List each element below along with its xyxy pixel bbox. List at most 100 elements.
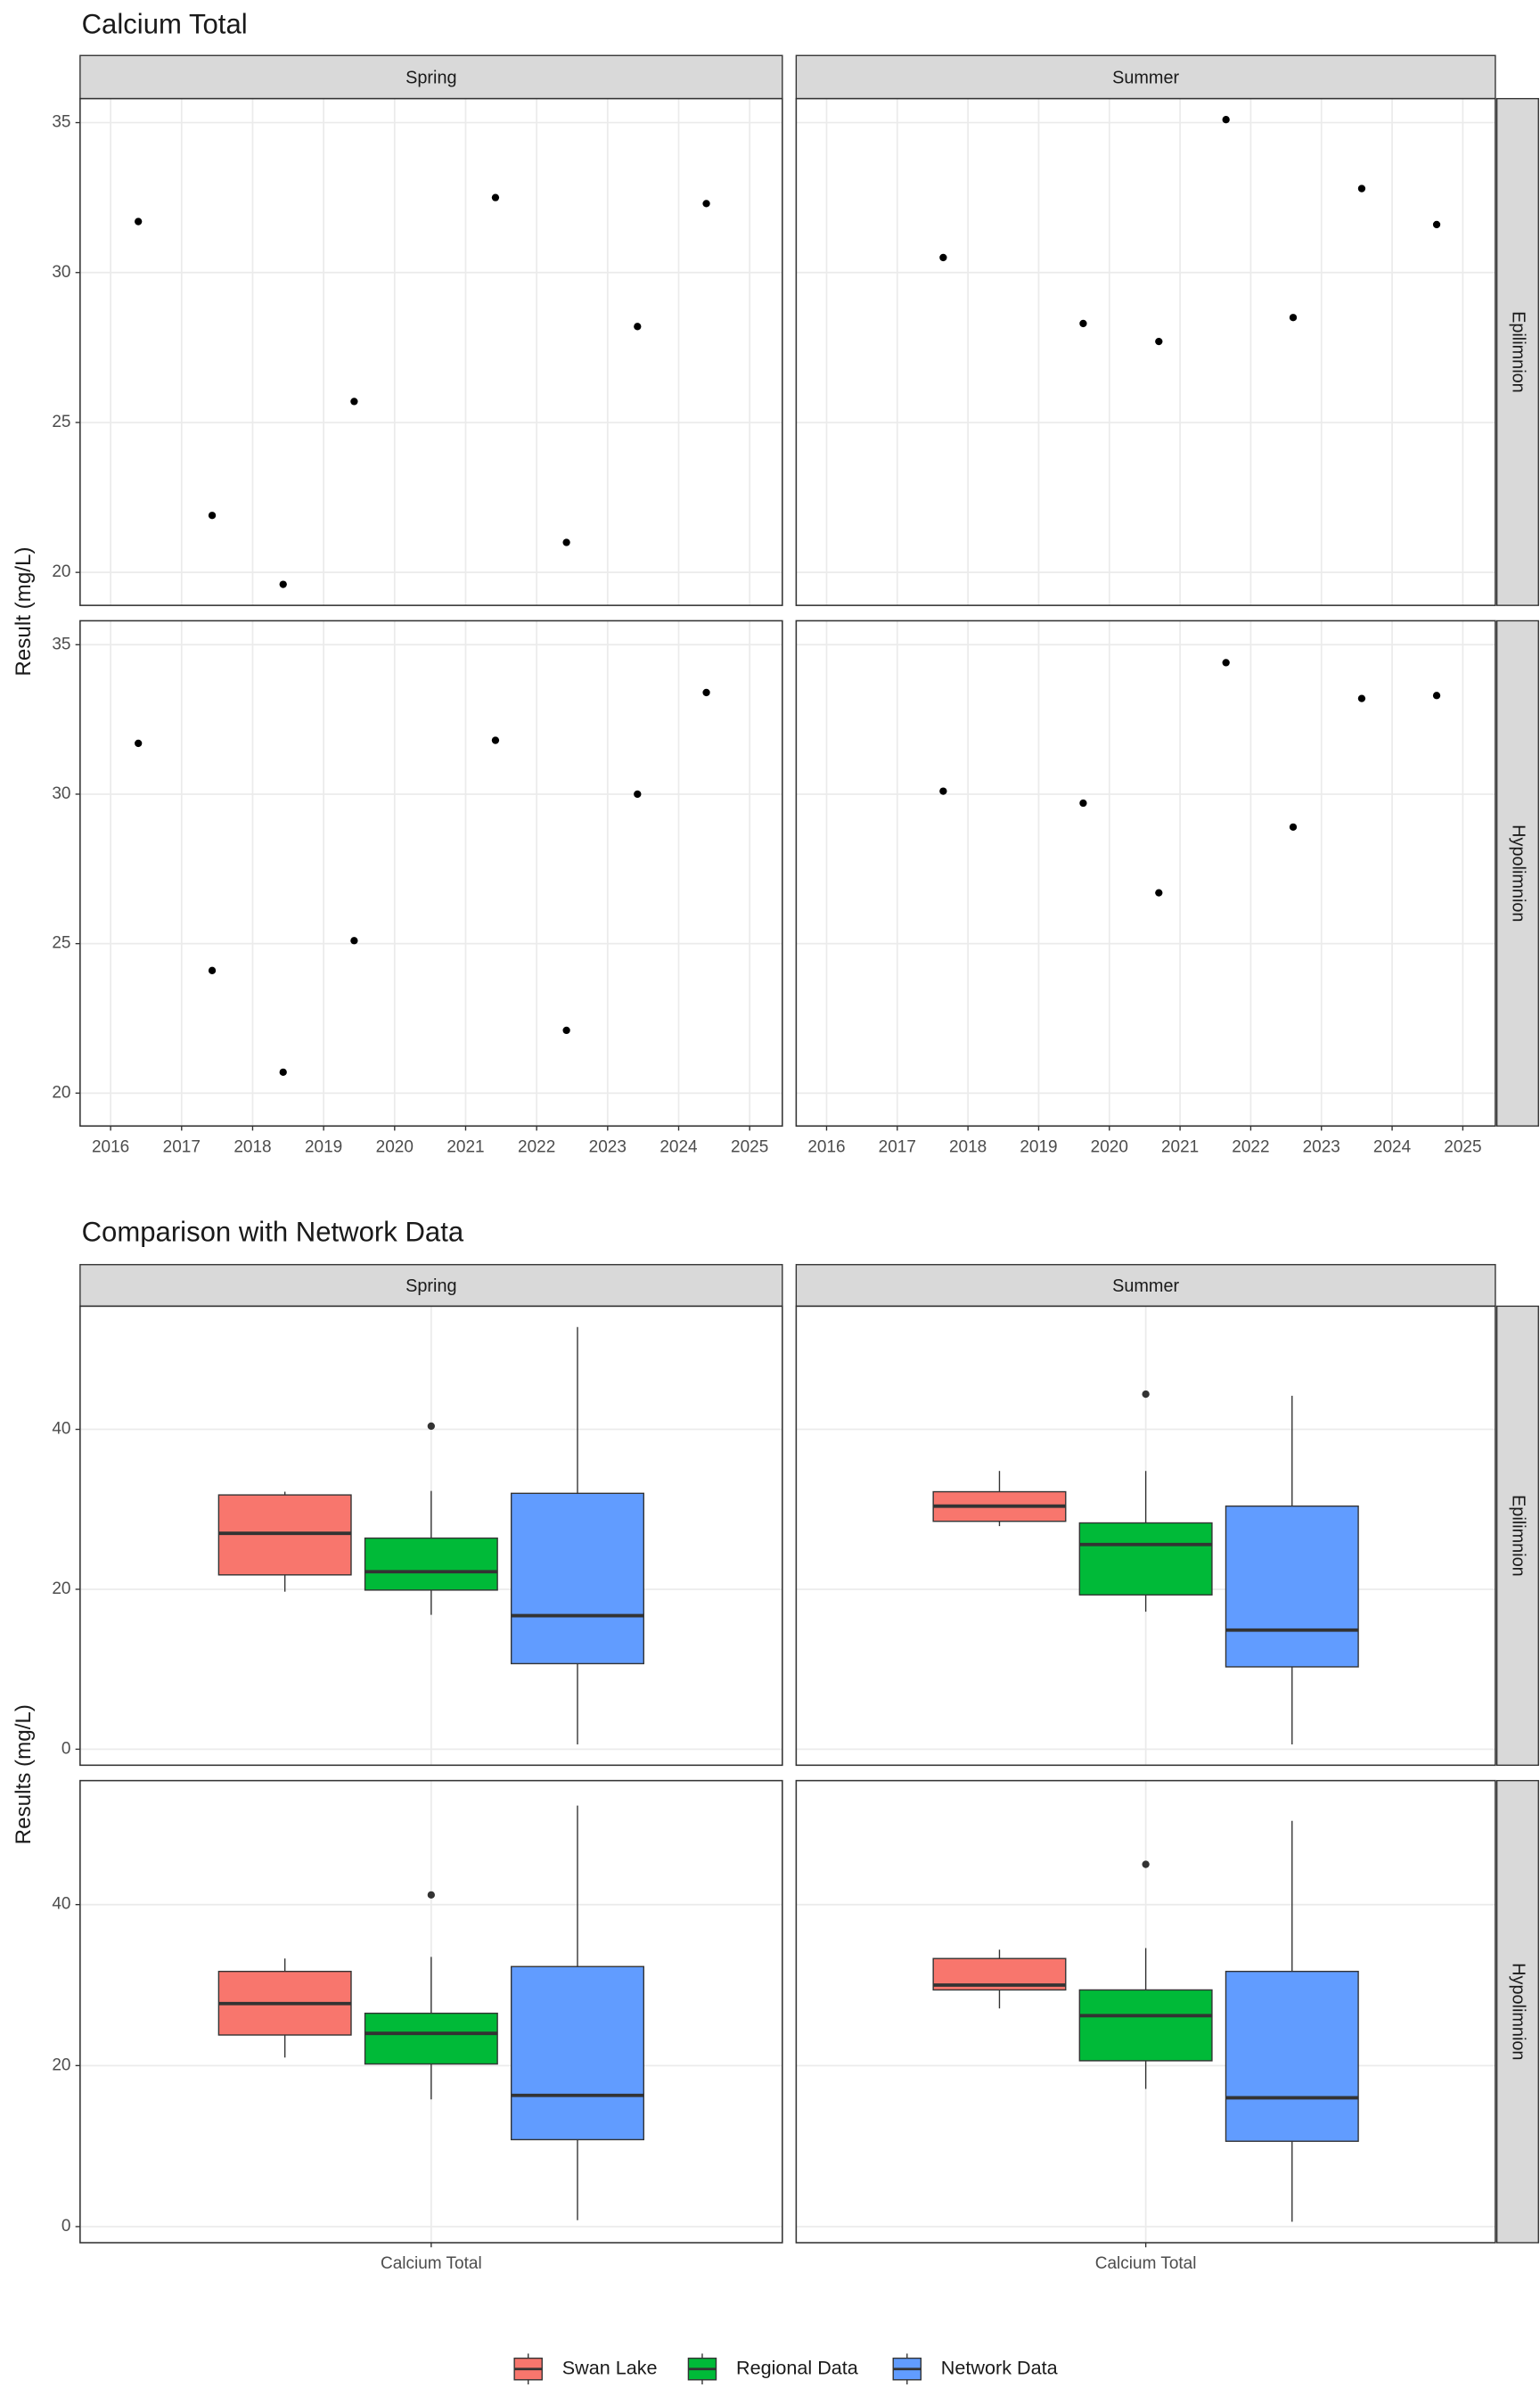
panel-border (795, 620, 1496, 1127)
chart-title: Comparison with Network Data (82, 1216, 464, 1247)
point (350, 398, 358, 406)
strip (79, 1264, 783, 1308)
strip-label: Hypolimnion (1509, 825, 1528, 922)
box (511, 1965, 644, 2141)
point (1079, 799, 1087, 808)
x-tick-label: 2022 (518, 1137, 555, 1156)
point (1222, 116, 1230, 124)
x-tick-label: 2025 (1444, 1137, 1481, 1156)
point (562, 538, 570, 546)
strip-label: Summer (1112, 68, 1179, 87)
y-tick-label: 20 (52, 2055, 70, 2074)
x-tick-label: 2021 (446, 1137, 484, 1156)
panel-border (795, 97, 1496, 606)
strip (1495, 620, 1539, 1127)
point (634, 790, 642, 799)
y-tick-label: 0 (61, 1739, 71, 1758)
strip (795, 54, 1496, 100)
point (135, 217, 143, 226)
strip (1495, 97, 1539, 606)
strip (795, 1264, 1496, 1308)
point (634, 323, 642, 331)
x-tick-label: 2024 (1373, 1137, 1412, 1156)
x-tick-label: 2024 (659, 1137, 698, 1156)
x-tick-label: 2019 (305, 1137, 342, 1156)
strip (79, 54, 783, 100)
point (1289, 823, 1298, 831)
legend-label: Network Data (941, 2356, 1059, 2378)
strip (1495, 1779, 1539, 2244)
y-tick-label: 30 (52, 263, 70, 282)
panel-border (79, 620, 783, 1127)
outlier (1142, 1860, 1150, 1868)
outlier (427, 1422, 435, 1431)
point (1079, 319, 1087, 328)
strip-label: Epilimnion (1509, 311, 1528, 393)
box (1078, 1522, 1213, 1596)
x-tick-label: 2020 (1091, 1137, 1128, 1156)
point (1155, 889, 1163, 897)
x-tick-label: 2022 (1232, 1137, 1269, 1156)
point (939, 787, 947, 795)
x-tick-label: 2016 (92, 1137, 129, 1156)
box (1078, 1989, 1213, 2062)
chart-title: Calcium Total (82, 9, 248, 40)
y-tick-label: 20 (52, 1580, 70, 1598)
point (208, 966, 217, 974)
x-tick-label: 2017 (163, 1137, 201, 1156)
strip-label: Summer (1112, 1276, 1179, 1296)
box (1225, 1505, 1359, 1668)
y-tick-label: 25 (52, 934, 70, 953)
y-axis-title: Result (mg/L) (12, 546, 36, 676)
strip-label: Hypolimnion (1509, 1963, 1528, 2060)
x-tick-label: 2019 (1020, 1137, 1057, 1156)
box (511, 1492, 644, 1665)
point (1357, 185, 1366, 193)
point (1432, 692, 1441, 700)
point (350, 937, 358, 945)
strip-label: Spring (405, 68, 456, 87)
y-tick-label: 25 (52, 413, 70, 431)
x-tick-label: Calcium Total (1095, 2254, 1197, 2273)
x-tick-label: 2021 (1161, 1137, 1199, 1156)
point (1357, 694, 1366, 702)
y-axis-title: Results (mg/L) (12, 1704, 36, 1844)
strip-label: Spring (405, 1276, 456, 1296)
point (939, 253, 947, 262)
point (702, 200, 710, 208)
y-tick-label: 20 (52, 1083, 70, 1102)
y-tick-label: 20 (52, 562, 70, 581)
legend-label: Swan Lake (562, 2356, 658, 2378)
point (1155, 337, 1163, 346)
point (279, 580, 287, 588)
x-tick-label: 2017 (879, 1137, 916, 1156)
panel-border (79, 97, 783, 606)
point (702, 688, 710, 697)
y-tick-label: 40 (52, 1895, 70, 1914)
legend-label: Regional Data (736, 2356, 859, 2378)
point (1432, 220, 1441, 229)
box (364, 1537, 498, 1591)
y-tick-label: 35 (52, 113, 70, 132)
panel (796, 98, 1495, 606)
x-tick-label: 2018 (233, 1137, 271, 1156)
panel (79, 620, 782, 1127)
box (364, 2012, 498, 2065)
point (279, 1068, 287, 1076)
x-tick-label: 2020 (376, 1137, 414, 1156)
panel (79, 98, 782, 606)
x-tick-label: Calcium Total (381, 2254, 482, 2273)
outlier (1142, 1390, 1150, 1399)
point (135, 739, 143, 748)
box (1225, 1970, 1359, 2142)
x-tick-label: 2018 (949, 1137, 987, 1156)
outlier (427, 1891, 435, 1900)
x-tick-label: 2023 (589, 1137, 627, 1156)
panel (796, 620, 1495, 1127)
y-tick-label: 30 (52, 784, 70, 803)
y-tick-label: 40 (52, 1420, 70, 1439)
strip-label: Epilimnion (1509, 1495, 1528, 1577)
x-tick-label: 2023 (1303, 1137, 1340, 1156)
panel-border (795, 1305, 1496, 1767)
